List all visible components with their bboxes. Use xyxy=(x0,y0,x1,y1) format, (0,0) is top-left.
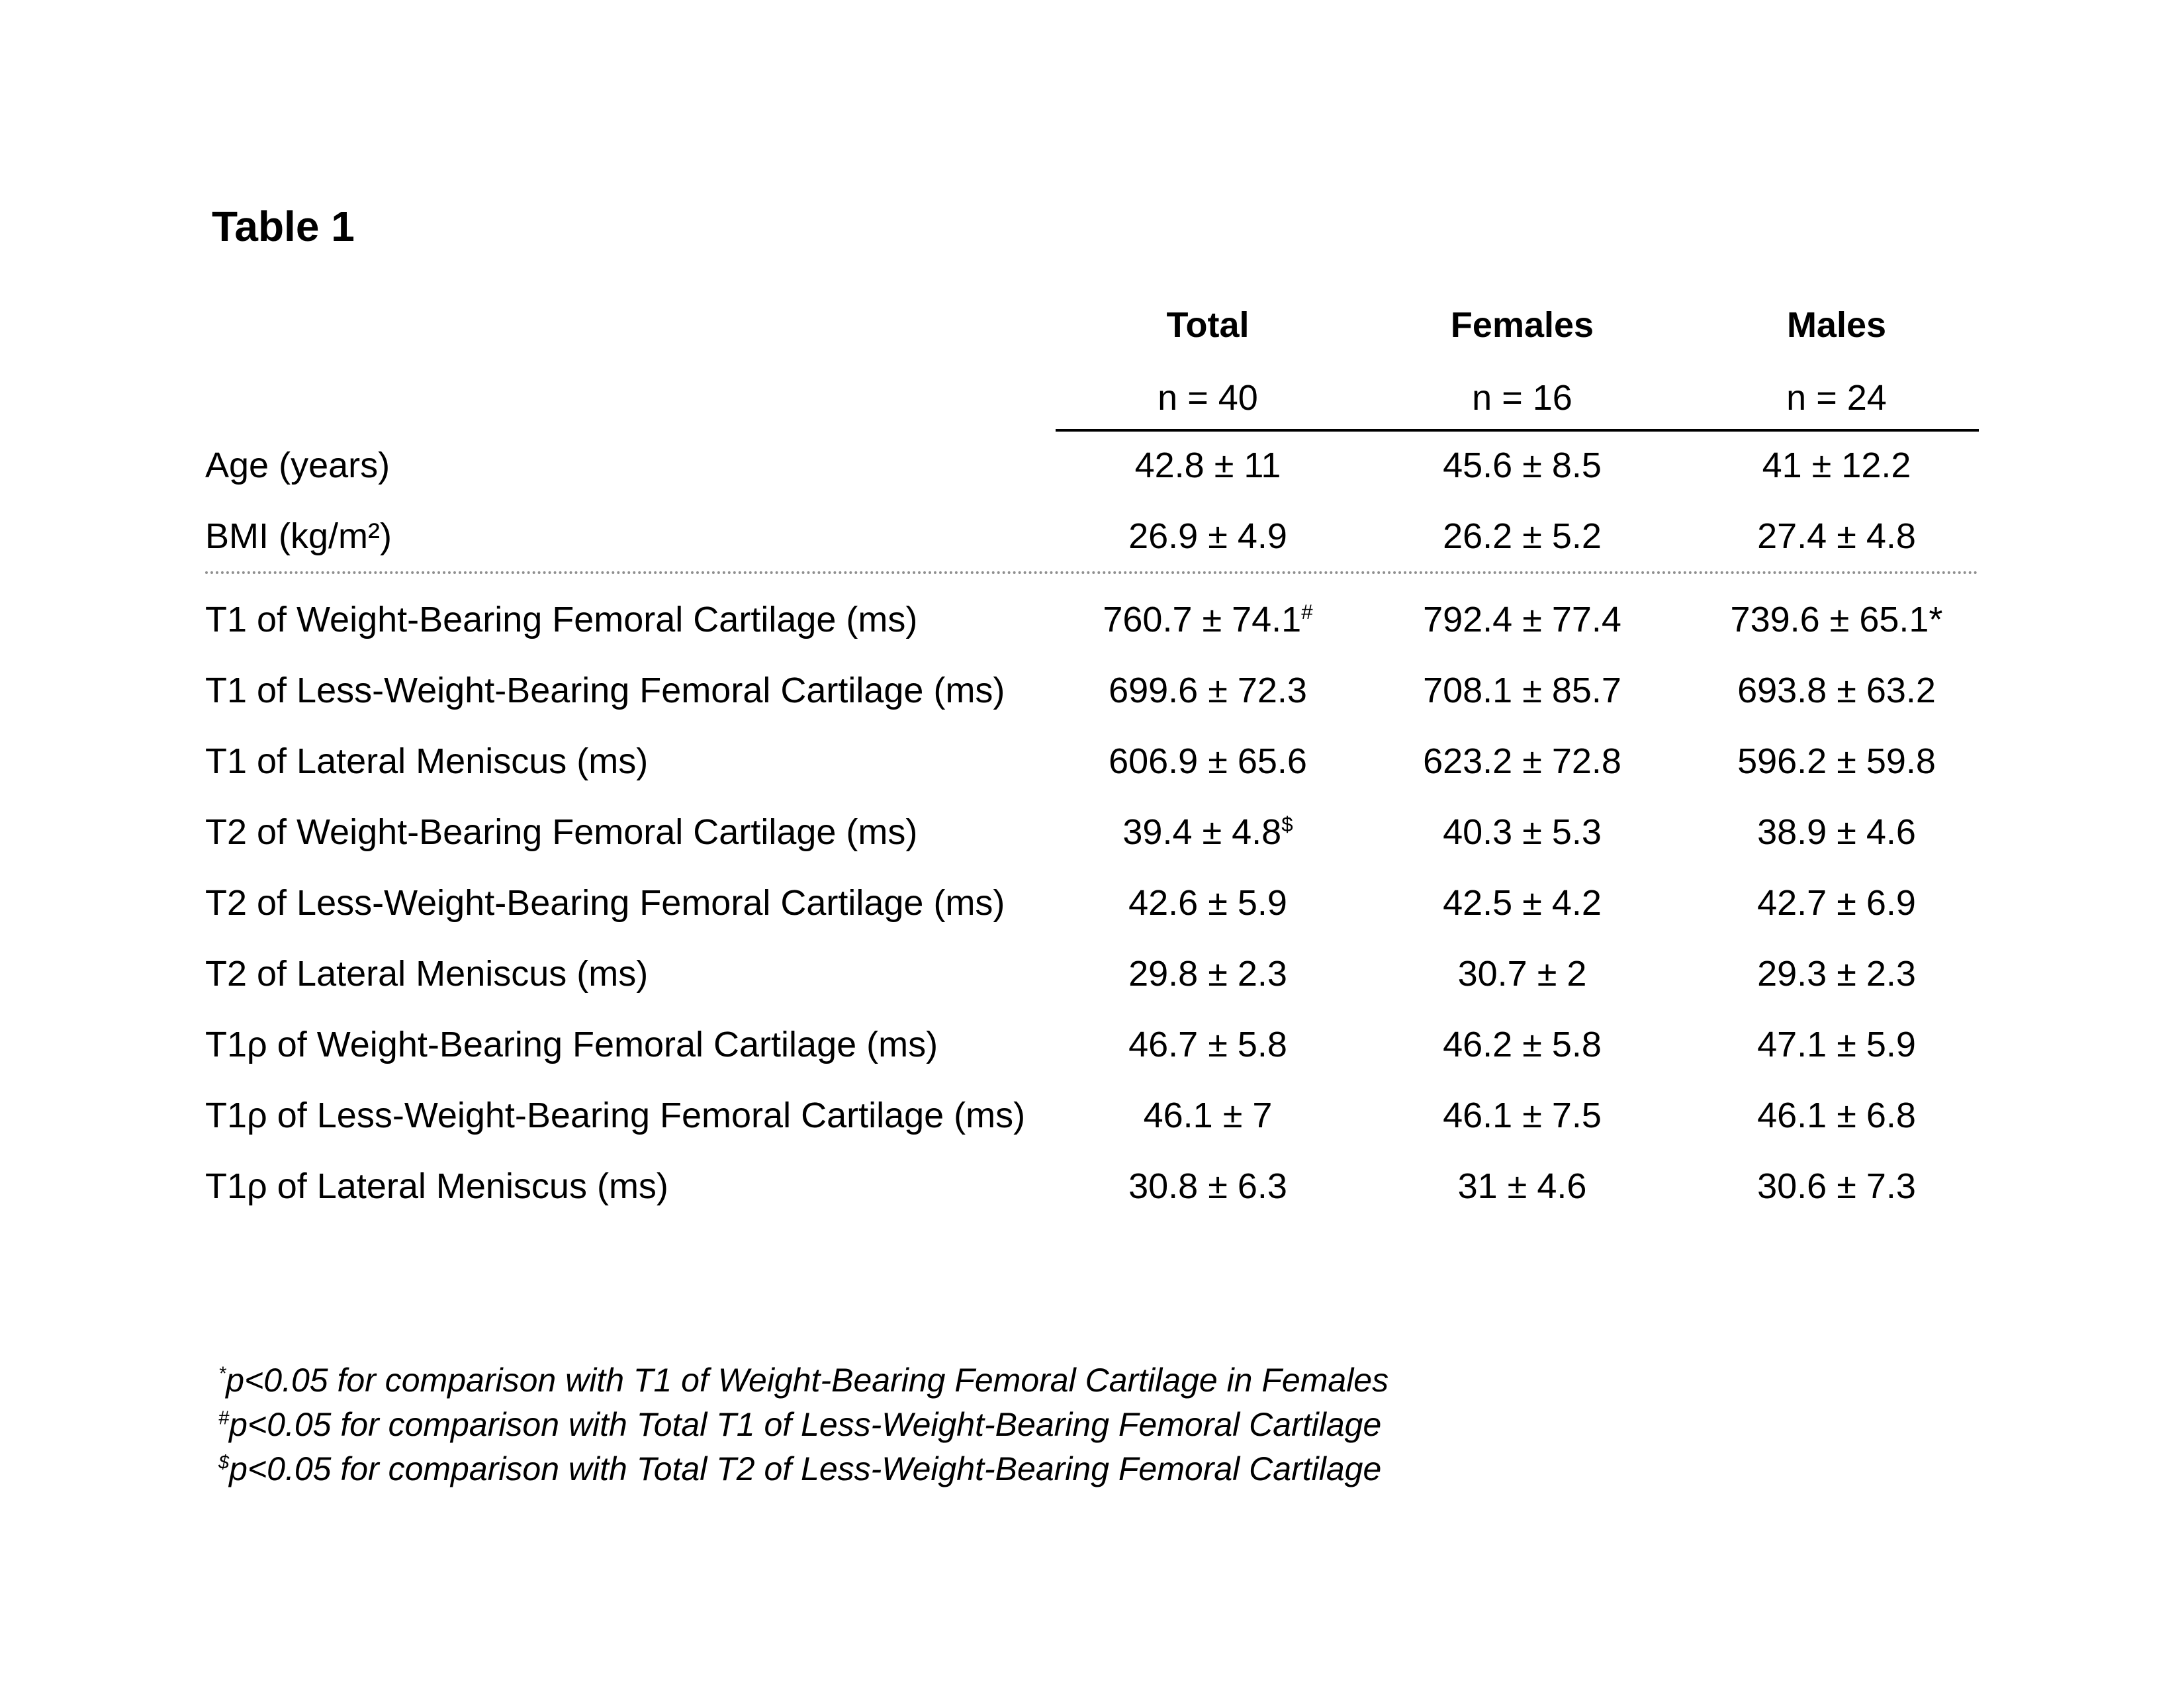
row-label: T2 of Lateral Meniscus (ms) xyxy=(205,954,649,994)
n-total: n = 40 xyxy=(1158,378,1258,418)
footnote-text: p<0.05 for comparison with T1 of Weight-… xyxy=(226,1362,1389,1399)
table-row-t2-wb: T2 of Weight-Bearing Femoral Cartilage (… xyxy=(205,810,1992,854)
value-text: 46.1 ± 7 xyxy=(1143,1096,1273,1135)
footnote-asterisk: *p<0.05 for comparison with T1 of Weight… xyxy=(218,1358,1388,1403)
table-row-age: Age (years) 42.8 ± 11 45.6 ± 8.5 41 ± 12… xyxy=(205,444,1992,487)
value-text: 760.7 ± 74.1 xyxy=(1103,600,1302,639)
cell-females: 26.2 ± 5.2 xyxy=(1443,516,1602,556)
row-label: T1ρ of Lateral Meniscus (ms) xyxy=(205,1166,668,1206)
cell-total: 606.9 ± 65.6 xyxy=(1052,739,1363,783)
row-label: BMI (kg/m²) xyxy=(205,516,392,556)
table-row-t1rho-lat: T1ρ of Lateral Meniscus (ms) 30.8 ± 6.3 … xyxy=(205,1164,1992,1208)
cell-females: 40.3 ± 5.3 xyxy=(1443,812,1602,852)
cell-females: 42.5 ± 4.2 xyxy=(1443,883,1602,923)
cell-females: 30.7 ± 2 xyxy=(1457,954,1587,994)
row-label: T1 of Lateral Meniscus (ms) xyxy=(205,741,649,781)
table-row-t1rho-wb: T1ρ of Weight-Bearing Femoral Cartilage … xyxy=(205,1023,1992,1066)
section-divider-rule xyxy=(205,571,1979,574)
cell-total: 42.6 ± 5.9 xyxy=(1052,881,1363,925)
column-header-total: Total xyxy=(1166,305,1250,345)
footnote-marker-ref: # xyxy=(1301,600,1313,624)
cell-females: 31 ± 4.6 xyxy=(1457,1166,1587,1206)
cell-females: 623.2 ± 72.8 xyxy=(1423,741,1621,781)
cell-total: 30.8 ± 6.3 xyxy=(1052,1164,1363,1208)
table-row-t2-lat: T2 of Lateral Meniscus (ms) 29.8 ± 2.3 3… xyxy=(205,952,1992,996)
cell-males: 42.7 ± 6.9 xyxy=(1757,883,1916,923)
table-title: Table 1 xyxy=(212,203,355,250)
value-text: 42.8 ± 11 xyxy=(1134,445,1281,485)
cell-females: 46.2 ± 5.8 xyxy=(1443,1025,1602,1064)
column-header-females: Females xyxy=(1450,305,1594,345)
table-row-t2-lwb: T2 of Less-Weight-Bearing Femoral Cartil… xyxy=(205,881,1992,925)
footnote-marker-ref: $ xyxy=(1281,813,1293,836)
n-spacer xyxy=(205,376,1052,420)
n-females: n = 16 xyxy=(1472,378,1572,418)
footnote-marker: # xyxy=(218,1407,230,1429)
cell-females: 45.6 ± 8.5 xyxy=(1443,445,1602,485)
cell-males: 41 ± 12.2 xyxy=(1762,445,1911,485)
value-text: 39.4 ± 4.8 xyxy=(1122,812,1282,852)
table-n-row: n = 40 n = 16 n = 24 xyxy=(205,376,1992,420)
table-row-t1-lat: T1 of Lateral Meniscus (ms) 606.9 ± 65.6… xyxy=(205,739,1992,783)
value-text: 699.6 ± 72.3 xyxy=(1109,671,1307,710)
footnote-hash: #p<0.05 for comparison with Total T1 of … xyxy=(218,1403,1388,1447)
cell-total: 699.6 ± 72.3 xyxy=(1052,669,1363,712)
table-row-t1rho-lwb: T1ρ of Less-Weight-Bearing Femoral Carti… xyxy=(205,1094,1992,1137)
cell-males: 46.1 ± 6.8 xyxy=(1757,1096,1916,1135)
row-label: T2 of Weight-Bearing Femoral Cartilage (… xyxy=(205,812,918,852)
cell-males: 693.8 ± 63.2 xyxy=(1737,671,1936,710)
row-label: T1 of Weight-Bearing Femoral Cartilage (… xyxy=(205,600,918,639)
value-text: 46.7 ± 5.8 xyxy=(1128,1025,1287,1064)
value-text: 606.9 ± 65.6 xyxy=(1109,741,1307,781)
cell-total: 46.1 ± 7 xyxy=(1052,1094,1363,1137)
row-label: Age (years) xyxy=(205,445,390,485)
row-label: T1ρ of Weight-Bearing Femoral Cartilage … xyxy=(205,1025,938,1064)
cell-males: 27.4 ± 4.8 xyxy=(1757,516,1916,556)
footnote-dollar: $p<0.05 for comparison with Total T2 of … xyxy=(218,1447,1388,1491)
value-text: 42.6 ± 5.9 xyxy=(1128,883,1287,923)
cell-total: 42.8 ± 11 xyxy=(1052,444,1363,487)
table-row-bmi: BMI (kg/m²) 26.9 ± 4.9 26.2 ± 5.2 27.4 ±… xyxy=(205,514,1992,558)
cell-females: 46.1 ± 7.5 xyxy=(1443,1096,1602,1135)
cell-males: 38.9 ± 4.6 xyxy=(1757,812,1916,852)
footnote-marker: * xyxy=(218,1363,226,1385)
cell-males: 47.1 ± 5.9 xyxy=(1757,1025,1916,1064)
row-label: T2 of Less-Weight-Bearing Femoral Cartil… xyxy=(205,883,1005,923)
cell-males: 29.3 ± 2.3 xyxy=(1757,954,1916,994)
table-row-t1-lwb: T1 of Less-Weight-Bearing Femoral Cartil… xyxy=(205,669,1992,712)
cell-total: 46.7 ± 5.8 xyxy=(1052,1023,1363,1066)
cell-females: 792.4 ± 77.4 xyxy=(1423,600,1621,639)
cell-females: 708.1 ± 85.7 xyxy=(1423,671,1621,710)
cell-males: 739.6 ± 65.1* xyxy=(1730,600,1943,639)
row-label: T1ρ of Less-Weight-Bearing Femoral Carti… xyxy=(205,1096,1026,1135)
table-row-t1-wb: T1 of Weight-Bearing Femoral Cartilage (… xyxy=(205,598,1992,641)
value-text: 30.8 ± 6.3 xyxy=(1128,1166,1287,1206)
footnote-text: p<0.05 for comparison with Total T2 of L… xyxy=(229,1450,1382,1487)
n-males: n = 24 xyxy=(1786,378,1887,418)
table-header-row: Total Females Males xyxy=(205,303,1992,347)
row-label: T1 of Less-Weight-Bearing Femoral Cartil… xyxy=(205,671,1005,710)
value-text: 29.8 ± 2.3 xyxy=(1128,954,1287,994)
cell-males: 30.6 ± 7.3 xyxy=(1757,1166,1916,1206)
column-header-males: Males xyxy=(1786,305,1887,345)
cell-total: 26.9 ± 4.9 xyxy=(1052,514,1363,558)
header-rule xyxy=(1056,429,1979,432)
footnotes-block: *p<0.05 for comparison with T1 of Weight… xyxy=(218,1358,1388,1491)
cell-males: 596.2 ± 59.8 xyxy=(1737,741,1936,781)
footnote-marker: $ xyxy=(218,1452,230,1474)
header-spacer xyxy=(205,303,1052,347)
footnote-text: p<0.05 for comparison with Total T1 of L… xyxy=(229,1406,1382,1443)
cell-total: 29.8 ± 2.3 xyxy=(1052,952,1363,996)
cell-total: 760.7 ± 74.1# xyxy=(1052,598,1363,641)
cell-total: 39.4 ± 4.8$ xyxy=(1052,810,1363,854)
value-text: 26.9 ± 4.9 xyxy=(1128,516,1287,556)
